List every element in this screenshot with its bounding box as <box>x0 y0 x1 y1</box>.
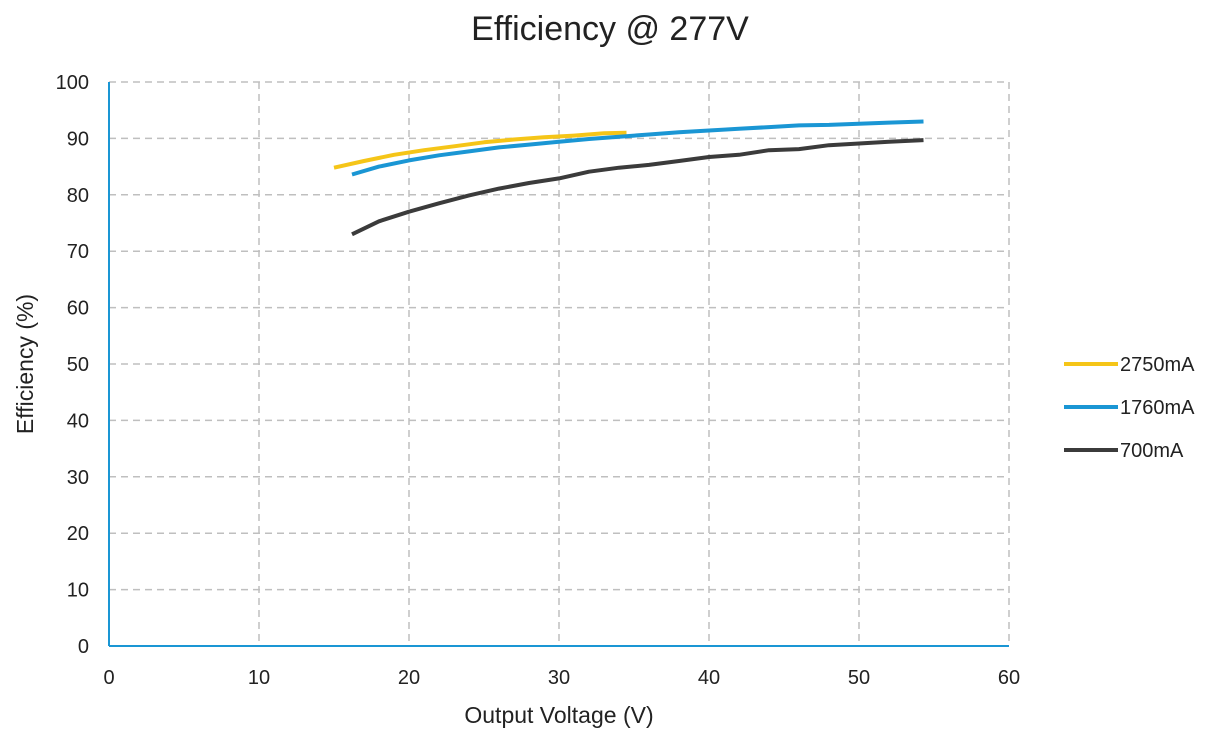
series-lines <box>333 119 924 237</box>
x-tick-label: 10 <box>248 667 270 689</box>
y-tick-label: 70 <box>67 241 89 263</box>
y-tick-label: 90 <box>67 128 89 150</box>
y-tick-label: 30 <box>67 467 89 489</box>
y-tick-label: 100 <box>56 72 89 94</box>
y-tick-label: 0 <box>78 636 89 658</box>
legend-label: 2750mA <box>1120 354 1195 376</box>
y-tick-label: 10 <box>67 580 89 602</box>
grid <box>109 81 1010 646</box>
y-tick-label: 20 <box>67 523 89 545</box>
x-tick-label: 0 <box>103 667 114 689</box>
x-tick-label: 50 <box>848 667 870 689</box>
y-tick-label: 60 <box>67 298 89 320</box>
x-tick-label: 20 <box>398 667 420 689</box>
series-line-1760mA <box>351 119 924 177</box>
y-tick-labels: 0 10 20 30 40 50 60 70 80 90 100 <box>56 72 89 658</box>
x-tick-label: 40 <box>698 667 720 689</box>
y-tick-label: 50 <box>67 354 89 376</box>
x-axis-title: Output Voltage (V) <box>464 702 653 728</box>
legend: 2750mA 1760mA 700mA <box>1064 354 1195 462</box>
y-axis-title: Efficiency (%) <box>12 294 38 434</box>
x-tick-label: 30 <box>548 667 570 689</box>
y-tick-label: 40 <box>67 410 89 432</box>
x-tick-label: 60 <box>998 667 1020 689</box>
y-tick-label: 80 <box>67 185 89 207</box>
legend-label: 700mA <box>1120 440 1184 462</box>
axes <box>108 82 1009 647</box>
x-tick-labels: 0 10 20 30 40 50 60 <box>103 667 1020 689</box>
chart-title: Efficiency @ 277V <box>471 10 749 48</box>
series-line-2750mA <box>333 130 627 170</box>
legend-label: 1760mA <box>1120 397 1195 419</box>
series-line-700mA <box>351 138 924 237</box>
